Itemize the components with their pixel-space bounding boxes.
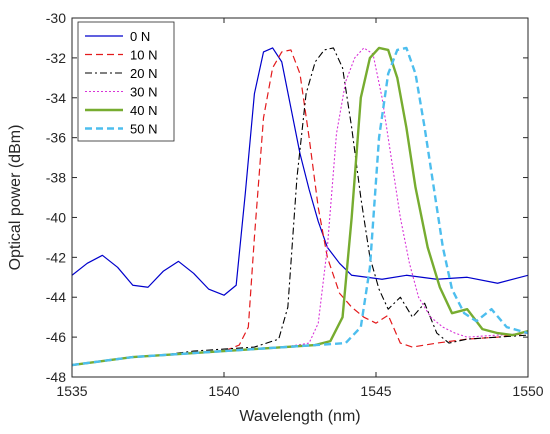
y-tick-label: -34 — [46, 90, 66, 106]
x-axis-title: Wavelength (nm) — [239, 408, 360, 425]
legend-label: 50 N — [130, 122, 157, 137]
legend: 0 N 10 N 20 N 30 N 40 N 50 N — [78, 22, 174, 141]
y-tick-label: -48 — [46, 369, 66, 385]
y-tick-label: -44 — [46, 289, 66, 305]
x-tick-label: 1540 — [208, 383, 239, 399]
y-tick-label: -40 — [46, 209, 66, 225]
x-tick-label: 1545 — [360, 383, 391, 399]
y-tick-label: -46 — [46, 329, 66, 345]
y-tick-label: -38 — [46, 170, 66, 186]
legend-label: 20 N — [130, 66, 157, 81]
y-tick-label: -30 — [46, 10, 66, 26]
x-tick-label: 1550 — [512, 383, 543, 399]
legend-label: 30 N — [130, 85, 157, 100]
x-tick-label: 1535 — [56, 383, 87, 399]
y-tick-label: -32 — [46, 50, 66, 66]
y-tick-label: -42 — [46, 249, 66, 265]
y-axis-title: Optical power (dBm) — [7, 125, 24, 271]
y-tick-label: -36 — [46, 130, 66, 146]
legend-label: 10 N — [130, 48, 157, 63]
legend-box — [78, 22, 174, 141]
legend-label: 40 N — [130, 103, 157, 118]
legend-label: 0 N — [130, 29, 150, 44]
